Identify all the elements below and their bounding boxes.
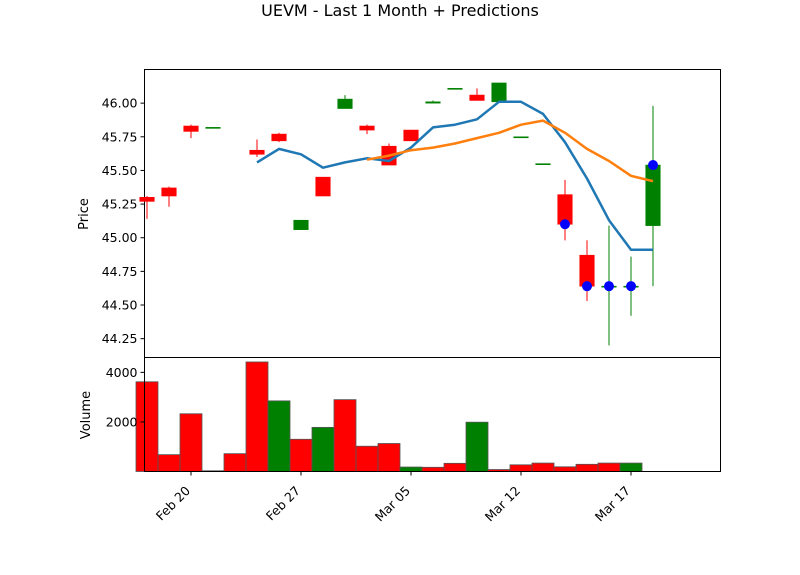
candle [205,127,221,129]
price-axes-frame [144,69,721,358]
candle-body [337,98,353,109]
volume-y-ticks: 2000 4000 [106,365,145,429]
candle [161,186,177,207]
x-tick-label: Mar 17 [592,483,633,524]
volume-bar [575,463,599,472]
candle [447,88,463,90]
moving-average-lines [256,100,654,252]
x-tick-label: Mar 05 [372,483,413,524]
volume-bar [333,399,357,472]
volume-bar [223,453,247,472]
price-tick-label: 44.25 [102,331,138,346]
volume-bar [311,426,335,472]
prediction-marker [604,281,614,292]
candlesticks [139,82,661,346]
candle-body [315,176,331,197]
candle [535,163,551,166]
volume-bar [619,462,643,472]
candle [359,124,375,135]
volume-bar [135,381,159,472]
volume-bar [399,466,423,472]
candle [293,219,309,230]
volume-bar [443,462,467,472]
candle [183,124,199,139]
candle-body [359,125,375,131]
candle [469,88,485,101]
x-axis-ticks: Feb 20 Feb 27 Mar 05 Mar 12 Mar 17 [153,471,633,524]
volume-bar [267,400,291,472]
prediction-marker [626,281,636,292]
prediction-marker [648,160,658,171]
volume-bar [377,443,401,472]
candle [139,196,155,219]
price-tick-label: 45.50 [102,163,138,178]
candle [579,240,595,301]
volume-tick-label: 2000 [106,414,138,429]
candle-body [139,197,155,202]
candle-body [293,219,309,230]
candle-body [205,127,221,129]
prediction-markers [560,160,658,292]
candle [425,100,441,104]
prediction-marker [560,219,570,230]
volume-bar [597,462,621,472]
price-tick-label: 45.25 [102,197,138,212]
volume-bar [157,454,181,472]
blue-moving-average-line [256,100,653,252]
volume-tick-label: 4000 [106,365,138,380]
orange-moving-average-line [366,119,654,183]
candle-body [271,133,287,142]
chart-title: UEVM - Last 1 Month + Predictions [261,1,539,20]
volume-bar [245,361,269,472]
price-tick-label: 44.50 [102,298,138,313]
volume-bar [421,466,445,472]
candle [557,179,573,241]
volume-axes-frame [144,357,721,472]
prediction-marker [582,281,592,292]
candle [645,105,661,287]
candle [315,176,331,197]
candle [491,82,507,103]
x-tick-label: Feb 20 [153,483,193,523]
candle-body [249,149,265,155]
price-y-ticks: 44.25 44.50 44.75 45.00 45.25 45.50 45.75 46.00 [102,96,145,346]
candle-body [469,94,485,101]
candle-body [645,164,661,226]
candle-body [513,136,529,139]
candle [513,136,529,139]
candle-body [491,82,507,103]
volume-axis-label: Volume [79,391,94,439]
volume-panel: 2000 4000 Volume Feb 20 Feb 27 Mar 05 Mar 12… [79,357,721,524]
candle-body [183,125,199,132]
candle-body [447,88,463,90]
x-tick-label: Mar 12 [482,483,523,524]
candle-body [425,101,441,104]
price-tick-label: 45.00 [102,230,138,245]
price-tick-label: 45.75 [102,129,138,144]
candle-body [403,129,419,142]
candle [249,139,265,157]
volume-bar [289,438,313,472]
volume-bar [553,466,577,472]
price-tick-label: 46.00 [102,96,138,111]
candle [337,95,353,109]
candle [271,132,287,143]
candle [403,129,419,142]
x-tick-label: Feb 27 [263,483,303,523]
volume-bar [531,462,555,472]
volume-bar [355,445,379,472]
price-panel: 44.25 44.50 44.75 45.00 45.25 45.50 45.75 46.00… [77,69,721,358]
price-axis-label: Price [77,198,92,230]
volume-bar [465,421,489,472]
volume-bar [509,464,533,472]
candle-body [161,187,177,197]
volume-bars [135,361,643,472]
price-tick-label: 44.75 [102,264,138,279]
volume-bar [179,413,203,472]
candle-body [535,163,551,166]
